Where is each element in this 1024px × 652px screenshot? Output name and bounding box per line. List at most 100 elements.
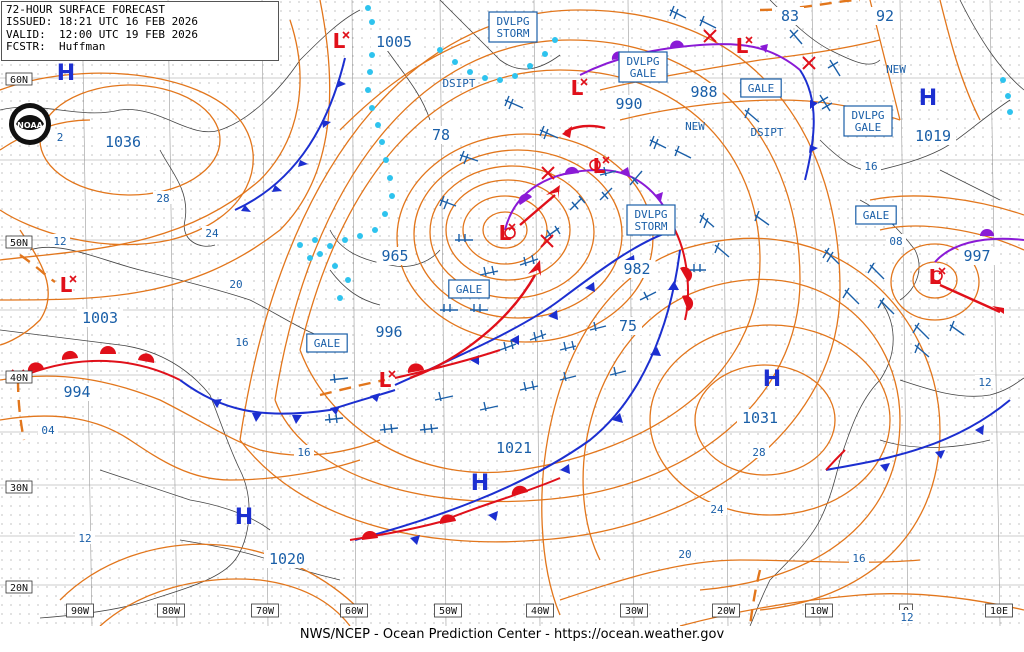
svg-text:20N: 20N — [10, 583, 28, 594]
svg-text:DVLPG: DVLPG — [496, 15, 529, 28]
header-valid: VALID: 12:00 UTC 19 FEB 2026 — [6, 27, 199, 41]
forecast-header: 72-HOUR SURFACE FORECAST ISSUED: 18:21 U… — [1, 1, 279, 61]
svg-text:L: L — [379, 368, 392, 392]
ice-edge — [297, 5, 1013, 301]
map-note: NEW — [685, 120, 705, 133]
svg-text:60N: 60N — [10, 75, 28, 86]
high-pressure-symbol: H — [763, 367, 781, 392]
svg-text:990: 990 — [615, 95, 642, 113]
high-pressure-symbol: H — [235, 505, 253, 530]
isobar-value-label: 20 — [675, 547, 695, 561]
lat-label: 50N — [5, 235, 33, 249]
warning-box: GALE — [306, 333, 348, 353]
svg-text:24: 24 — [205, 227, 219, 240]
lat-label: 40N — [5, 370, 33, 384]
pressure-label: 1020 — [264, 550, 310, 568]
isobar-value-label: 12 — [897, 610, 917, 624]
pressure-label: 990 — [610, 95, 648, 113]
isobar-value-label: 12 — [50, 234, 70, 248]
svg-text:12: 12 — [900, 611, 913, 624]
track-arrowheads — [528, 126, 1004, 314]
svg-text:982: 982 — [623, 260, 650, 278]
svg-text:16: 16 — [852, 552, 865, 565]
high-pressure-symbol: H — [57, 61, 75, 86]
low-pressure-symbol: L — [736, 34, 753, 58]
svg-text:90W: 90W — [71, 606, 90, 617]
svg-text:GALE: GALE — [748, 82, 775, 95]
lon-label: 20W — [712, 603, 740, 618]
isobar-value-label: 16 — [294, 445, 314, 459]
isobar-value-label: 12 — [75, 531, 95, 545]
svg-text:12: 12 — [78, 532, 91, 545]
svg-text:1036: 1036 — [105, 133, 141, 151]
lon-label: 10W — [805, 603, 833, 618]
warning-box: GALE — [855, 205, 897, 225]
pressure-label: 1031 — [737, 409, 783, 427]
header-forecaster: FCSTR: Huffman — [6, 40, 106, 54]
svg-text:L: L — [60, 273, 73, 297]
svg-text:04: 04 — [41, 424, 55, 437]
isobar-value-label: 16 — [232, 335, 252, 349]
svg-text:70W: 70W — [256, 606, 275, 617]
isobar-value-label: 16 — [861, 159, 881, 173]
svg-text:10E: 10E — [990, 606, 1008, 617]
pressure-label: 1021 — [491, 439, 537, 457]
svg-text:965: 965 — [381, 247, 408, 265]
svg-text:08: 08 — [889, 235, 902, 248]
high-pressure-symbol: H — [919, 86, 937, 111]
header-issued: ISSUED: 18:21 UTC 16 FEB 2026 — [6, 15, 199, 29]
noaa-logo-icon: NOAA — [8, 102, 52, 146]
warning-box: GALE — [740, 78, 782, 98]
isobar-value-label: 08 — [886, 234, 906, 248]
svg-text:12: 12 — [53, 235, 66, 248]
low-center-circles — [504, 159, 943, 282]
svg-text:GALE: GALE — [314, 337, 341, 350]
low-pressure-symbol: L — [333, 29, 350, 53]
lat-label: 60N — [5, 72, 33, 86]
svg-text:1020: 1020 — [269, 550, 305, 568]
low-pressure-symbol: L — [60, 273, 77, 297]
svg-text:GALE: GALE — [456, 283, 483, 296]
svg-text:92: 92 — [876, 7, 894, 25]
svg-text:1021: 1021 — [496, 439, 532, 457]
isobar-value-label: 24 — [707, 502, 727, 516]
svg-text:60W: 60W — [345, 606, 364, 617]
pressure-label: 83 — [776, 7, 804, 25]
lon-label: 60W — [340, 603, 368, 618]
svg-text:50N: 50N — [10, 238, 28, 249]
lon-label: 50W — [434, 603, 462, 618]
pressure-label: 78 — [427, 126, 455, 144]
dissipate-dash-lines — [16, 0, 861, 627]
svg-text:1003: 1003 — [82, 309, 118, 327]
pressure-label: 1019 — [910, 127, 956, 145]
svg-text:DVLPG: DVLPG — [626, 55, 659, 68]
lon-label: 80W — [157, 603, 185, 618]
isobar-value-label: 28 — [153, 191, 173, 205]
cold-front-barbs — [212, 80, 984, 545]
warning-box: GALE — [448, 279, 490, 299]
svg-text:DVLPG: DVLPG — [634, 208, 667, 221]
warm-front-bumps — [27, 266, 694, 540]
pressure-label: 92 — [871, 7, 899, 25]
svg-text:STORM: STORM — [496, 27, 529, 40]
svg-text:83: 83 — [781, 7, 799, 25]
svg-text:12: 12 — [978, 376, 991, 389]
isobar-value-label: 24 — [202, 226, 222, 240]
lon-label: 30W — [620, 603, 648, 618]
svg-text:988: 988 — [690, 83, 717, 101]
svg-text:L: L — [929, 265, 942, 289]
svg-text:L: L — [499, 221, 512, 245]
map-note: NEW — [886, 63, 906, 76]
svg-text:20W: 20W — [717, 606, 736, 617]
isobar-value-label: 04 — [38, 423, 58, 437]
low-pressure-symbol: L — [499, 221, 516, 245]
pressure-label: 1036 — [100, 133, 146, 151]
svg-text:996: 996 — [375, 323, 402, 341]
svg-text:10W: 10W — [810, 606, 829, 617]
